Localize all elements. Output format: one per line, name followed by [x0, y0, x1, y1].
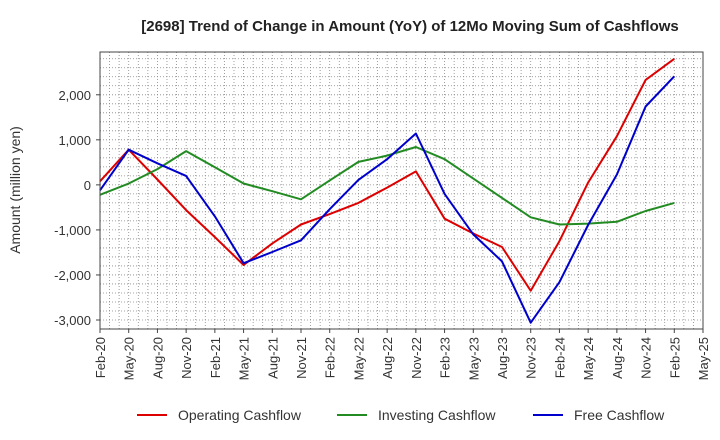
x-tick-label: Nov-24 [639, 337, 654, 379]
legend-item-free-cashflow: Free Cashflow [533, 407, 665, 423]
y-tick-label: -1,000 [54, 223, 91, 238]
legend-label: Investing Cashflow [378, 407, 496, 423]
x-tick-label: Feb-23 [438, 337, 453, 378]
x-tick-label: Aug-23 [495, 337, 510, 379]
x-tick-label: Aug-22 [380, 337, 395, 379]
series-line-free-cashflow [99, 75, 676, 324]
x-tick-label: May-24 [581, 337, 596, 380]
x-tick-label: Nov-22 [409, 337, 424, 379]
x-tick-label: Feb-21 [208, 337, 223, 378]
x-tick-label: Aug-21 [265, 337, 280, 379]
chart-title: [2698] Trend of Change in Amount (YoY) o… [141, 18, 679, 35]
x-tick-label: Feb-20 [93, 337, 108, 378]
y-axis-label: Amount (million yen) [7, 126, 23, 254]
series-line-investing-cashflow [99, 146, 675, 226]
x-tick-labels: Feb-20 May-20 Aug-20 Nov-20 Feb-21 May-21 Aug-… [93, 329, 711, 380]
y-tick-label: -3,000 [54, 313, 91, 328]
legend-item-operating-cashflow: Operating Cashflow [137, 407, 302, 423]
legend-label: Free Cashflow [574, 407, 665, 423]
x-tick-label: Feb-22 [323, 337, 338, 378]
x-tick-label: Nov-20 [179, 337, 194, 379]
y-tick-labels: -3,000 -2,000 -1,000 0 1,000 2,000 [54, 88, 100, 328]
x-tick-label: May-21 [237, 337, 252, 380]
y-tick-label: 1,000 [58, 133, 91, 148]
x-tick-label: May-25 [696, 337, 711, 380]
x-tick-label: Nov-21 [294, 337, 309, 379]
series-layer [99, 57, 676, 324]
x-tick-label: May-20 [122, 337, 137, 380]
x-tick-label: Feb-25 [667, 337, 682, 378]
x-tick-label: Feb-24 [552, 337, 567, 378]
x-tick-label: Nov-23 [524, 337, 539, 379]
y-tick-label: -2,000 [54, 268, 91, 283]
y-tick-label: 0 [84, 178, 91, 193]
x-tick-label: Aug-24 [610, 337, 625, 379]
legend-item-investing-cashflow: Investing Cashflow [337, 407, 496, 423]
x-tick-label: May-23 [466, 337, 481, 380]
legend: Operating Cashflow Investing Cashflow Free… [137, 407, 665, 423]
x-tick-label: May-22 [351, 337, 366, 380]
series-line-operating-cashflow [99, 57, 675, 292]
x-tick-label: Aug-20 [150, 337, 165, 379]
grid-layer [99, 52, 704, 330]
legend-label: Operating Cashflow [178, 407, 302, 423]
plot-frame [99, 51, 704, 330]
y-tick-label: 2,000 [58, 88, 91, 103]
